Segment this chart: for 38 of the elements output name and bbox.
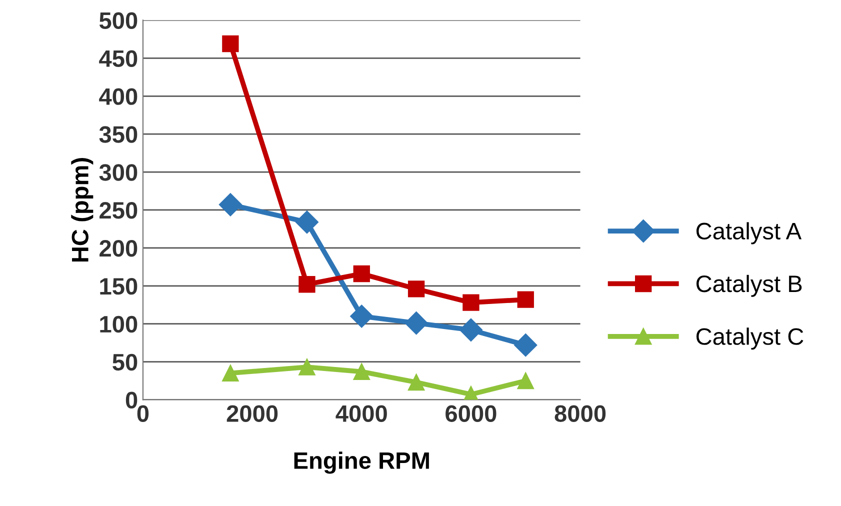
point [222, 35, 239, 52]
legend-label: Catalyst A [696, 222, 802, 244]
point [462, 294, 480, 311]
x-axis-title: Engine RPM [294, 452, 429, 474]
y-tick-label: 300 [99, 164, 138, 181]
x-tick-label: 2000 [226, 405, 278, 422]
point [408, 374, 425, 391]
point [353, 265, 370, 282]
point [298, 276, 316, 293]
y-tick-label: 250 [100, 202, 138, 219]
y-axis-title: HC (ppm) [71, 158, 94, 262]
point [298, 358, 316, 376]
y-tick-label: 500 [99, 12, 138, 30]
point [404, 312, 428, 335]
point [222, 364, 239, 382]
y-tick-label: 0 [126, 392, 138, 409]
y-tick-label: 450 [99, 50, 138, 67]
x-tick-label: 8000 [554, 405, 606, 422]
point [353, 363, 370, 380]
point [459, 318, 482, 342]
point [517, 291, 534, 308]
y-tick-label: 150 [100, 278, 138, 295]
point [350, 304, 374, 328]
legend-label: Catalyst B [696, 274, 802, 297]
legend-label: Catalyst C [696, 328, 804, 350]
point [218, 193, 242, 216]
y-tick-label: 50 [112, 354, 138, 371]
y-tick-label: 200 [100, 240, 138, 257]
point [408, 280, 425, 298]
point [514, 334, 538, 357]
point [517, 372, 534, 390]
y-tick-label: 350 [99, 126, 138, 143]
x-tick-label: 4000 [336, 405, 387, 422]
x-tick-label: 6000 [446, 405, 496, 422]
point [295, 210, 318, 234]
x-tick-label: 0 [137, 405, 149, 422]
y-tick-label: 100 [100, 316, 138, 333]
y-tick-label: 400 [99, 88, 138, 105]
